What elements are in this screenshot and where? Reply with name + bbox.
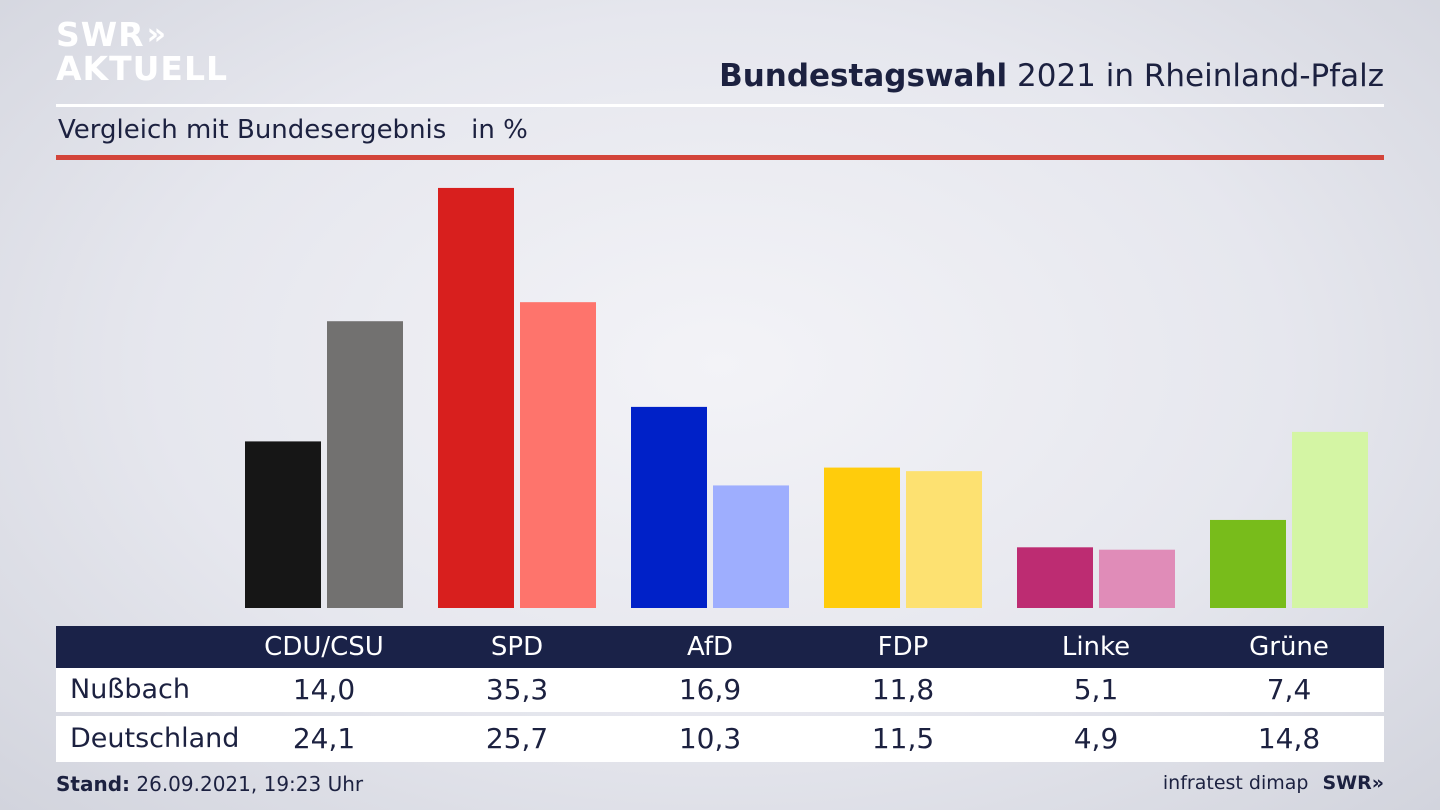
- bar-linke-local: [1017, 547, 1093, 608]
- row-label: Nußbach: [70, 674, 190, 705]
- bar-afd-national: [713, 485, 789, 608]
- table-cell: 11,8: [871, 673, 935, 706]
- stand-value: 26.09.2021, 19:23 Uhr: [130, 772, 364, 796]
- swr-logo-small: SWR»: [1322, 772, 1384, 794]
- table-cell: 7,4: [1266, 673, 1312, 706]
- column-header: SPD: [490, 632, 544, 662]
- logo-text-aktuell: AKTUELL: [56, 49, 229, 88]
- chart-subtitle: Vergleich mit Bundesergebnis in %: [58, 115, 528, 145]
- table-row: Deutschland 24,1 25,7 10,3 11,5 4,9 14,8: [56, 716, 1384, 762]
- bar-chart: [245, 187, 1368, 608]
- column-header: CDU/CSU: [264, 632, 384, 662]
- table-cell: 25,7: [485, 722, 549, 755]
- bar-cducsu-local: [245, 441, 321, 608]
- title-rest: 2021 in Rheinland-Pfalz: [1007, 58, 1384, 94]
- source-label: infratest dimap: [1162, 772, 1309, 794]
- column-header: Grüne: [1249, 632, 1329, 662]
- row-label: Deutschland: [70, 723, 240, 754]
- bar-fdp-local: [824, 467, 900, 608]
- bar-afd-local: [631, 406, 707, 608]
- table-cell: 24,1: [292, 722, 356, 755]
- title-divider: [56, 104, 1384, 107]
- bar-fdp-national: [906, 471, 982, 608]
- table-cell: 14,8: [1257, 722, 1321, 755]
- logo-text-swr: SWR: [56, 15, 145, 54]
- table-cell: 16,9: [678, 673, 742, 706]
- timestamp: Stand: 26.09.2021, 19:23 Uhr: [56, 772, 363, 796]
- table-cell: 10,3: [678, 722, 742, 755]
- swr-aktuell-logo: SWR» AKTUELL: [56, 18, 228, 86]
- stand-label: Stand:: [56, 772, 131, 796]
- page-title: Bundestagswahl 2021 in Rheinland-Pfalz: [719, 58, 1384, 94]
- bar-grüne-local: [1210, 519, 1286, 608]
- source-credit: infratest dimap SWR»: [1163, 772, 1384, 794]
- subtitle-divider: [56, 155, 1384, 160]
- results-table: CDU/CSU SPD AfD FDP Linke Grüne Nußbach 14,0 3…: [56, 626, 1384, 762]
- table-cell: 35,3: [485, 673, 549, 706]
- column-header: FDP: [877, 632, 929, 662]
- column-header: Linke: [1061, 632, 1131, 662]
- table-row: Nußbach 14,0 35,3 16,9 11,8 5,1 7,4: [56, 668, 1384, 712]
- column-header: AfD: [686, 632, 734, 662]
- table-header-row: CDU/CSU SPD AfD FDP Linke Grüne: [56, 626, 1384, 668]
- bar-grüne-national: [1292, 431, 1368, 608]
- bar-spd-national: [520, 302, 596, 608]
- bar-linke-national: [1099, 549, 1175, 608]
- bar-cducsu-national: [327, 321, 403, 608]
- table-cell: 4,9: [1073, 722, 1119, 755]
- table-cell: 11,5: [871, 722, 935, 755]
- bar-spd-local: [438, 187, 514, 608]
- table-cell: 5,1: [1073, 673, 1119, 706]
- title-bold: Bundestagswahl: [719, 58, 1008, 94]
- table-cell: 14,0: [292, 673, 356, 706]
